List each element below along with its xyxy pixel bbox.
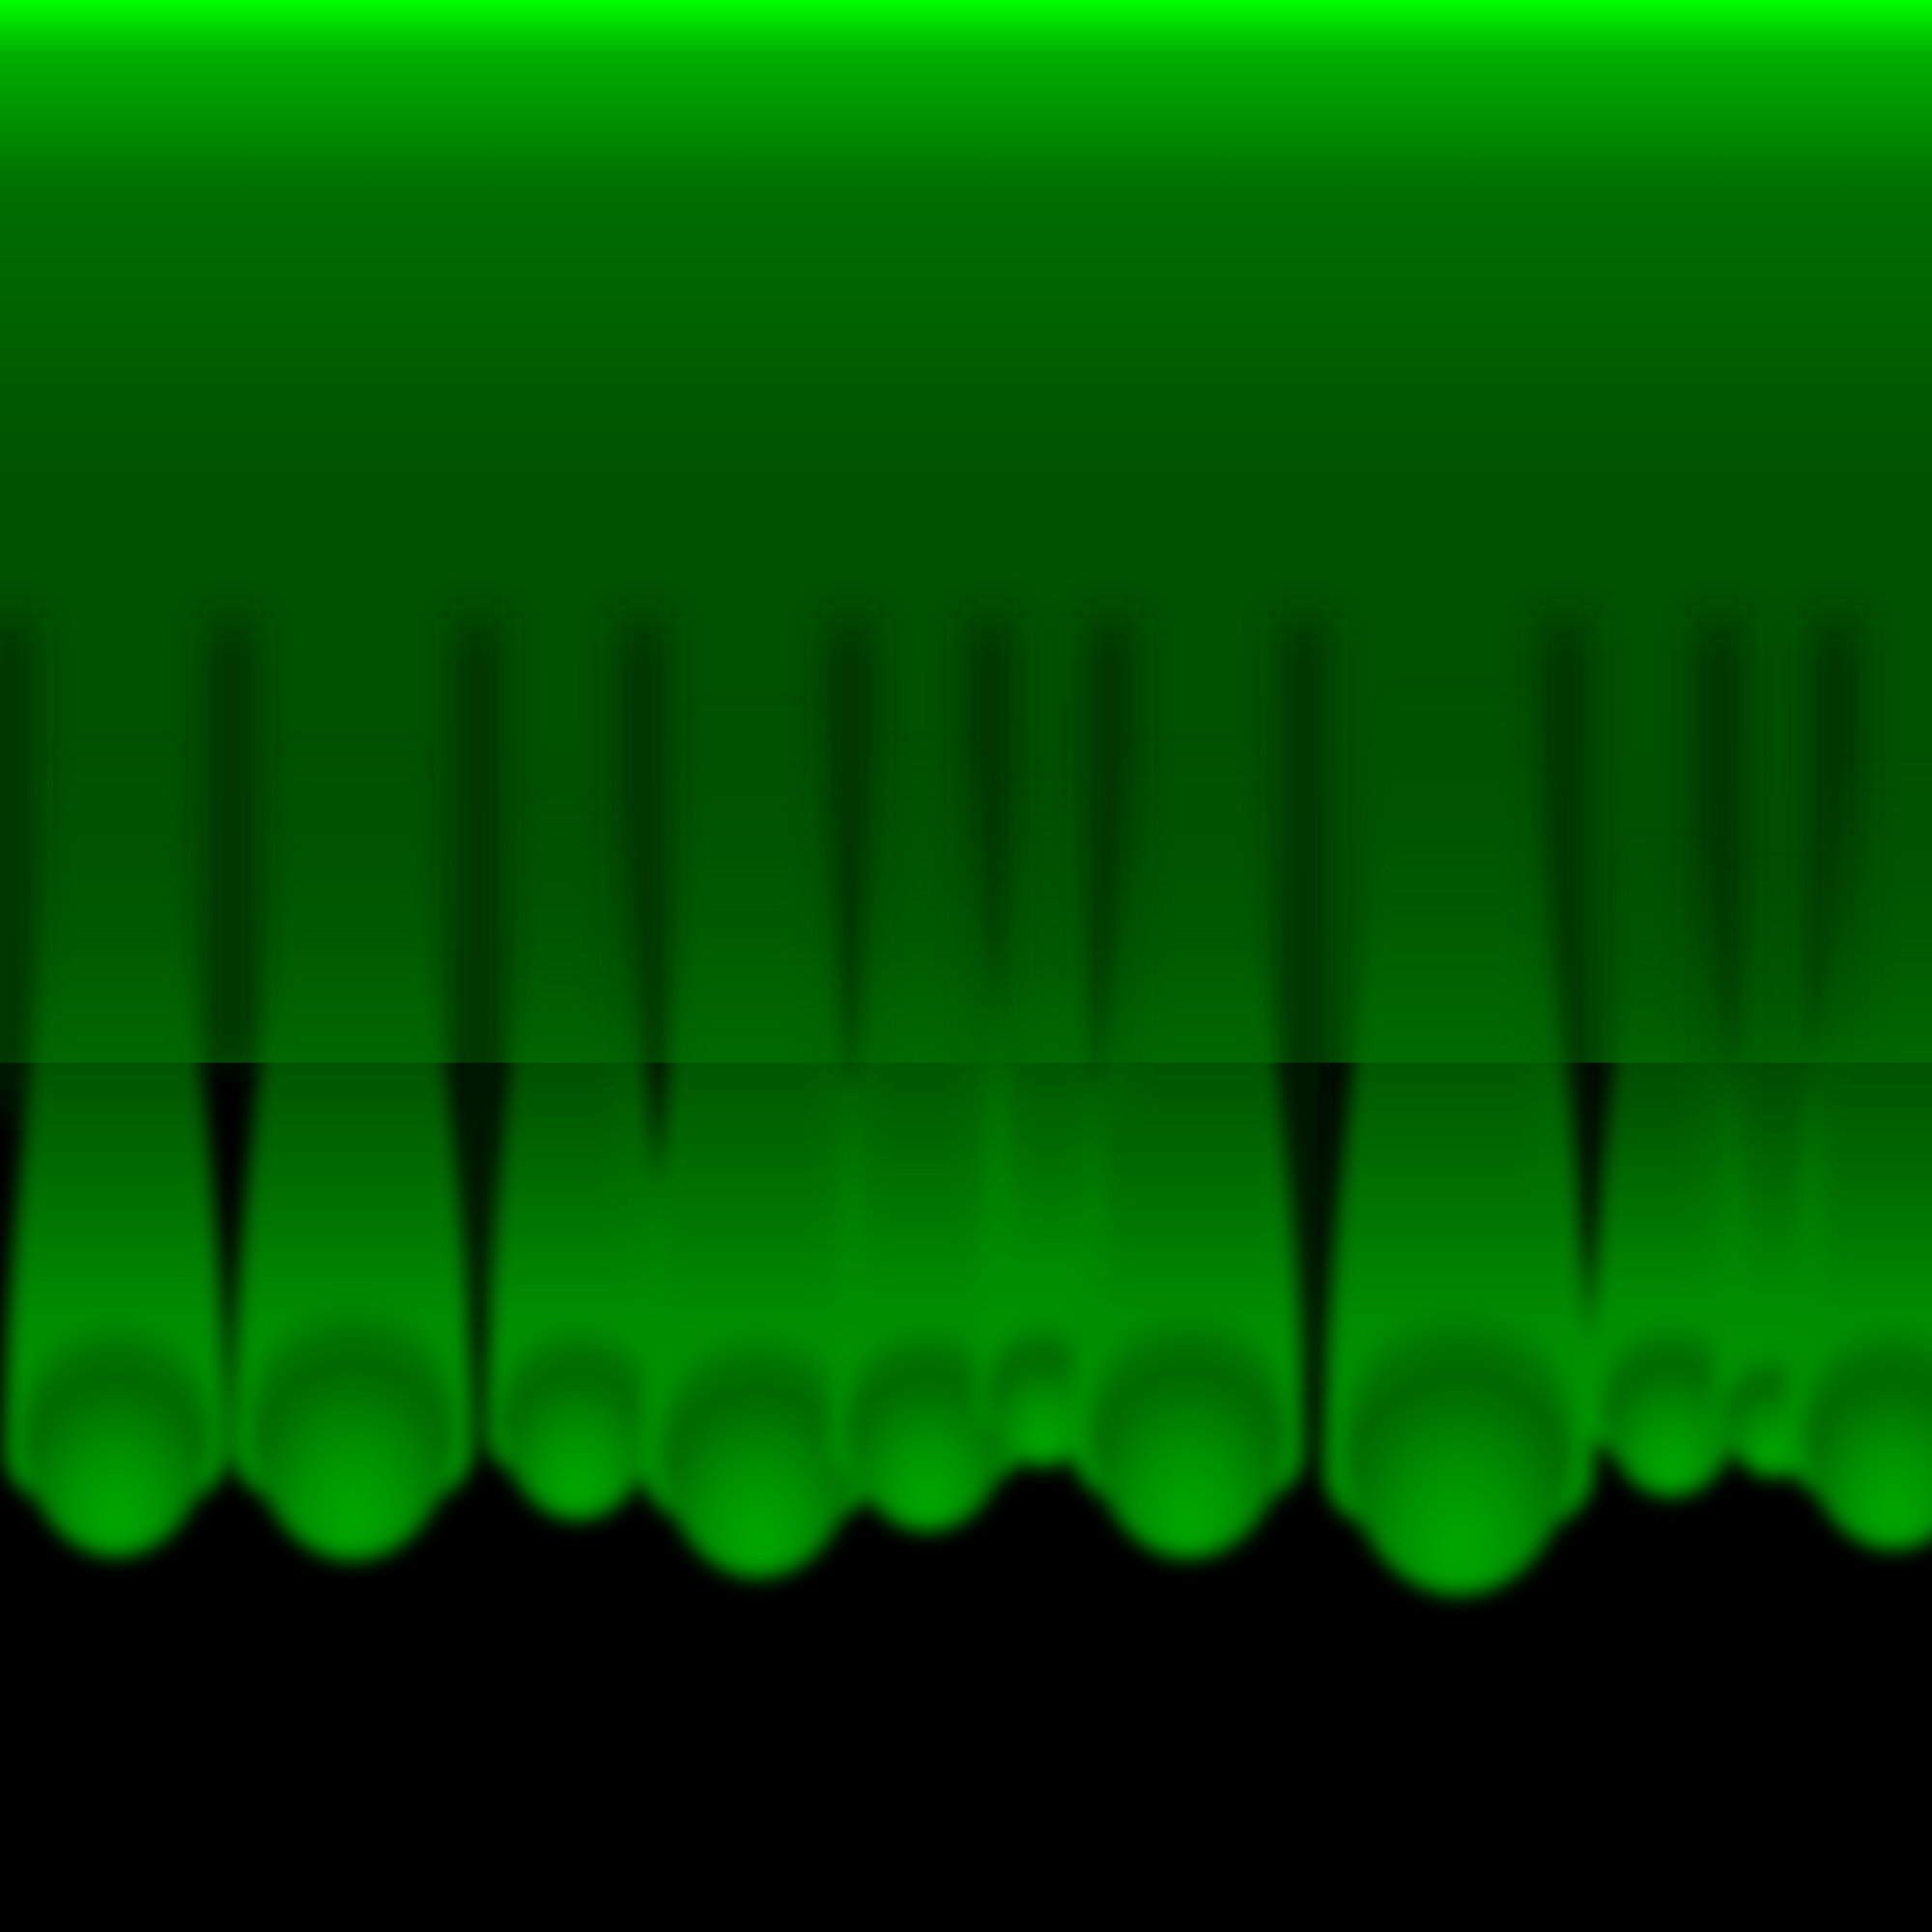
drip-gap — [461, 618, 496, 1304]
drip-gap — [0, 618, 27, 1111]
drip-gap — [214, 618, 249, 1063]
drip-bulb — [250, 1294, 456, 1560]
drip-bulb — [1344, 1297, 1574, 1595]
drip-bulb — [1090, 1303, 1287, 1558]
drip-bulb — [499, 1318, 656, 1520]
drip-bulb — [660, 1322, 857, 1577]
drip-bulb — [21, 1312, 211, 1556]
